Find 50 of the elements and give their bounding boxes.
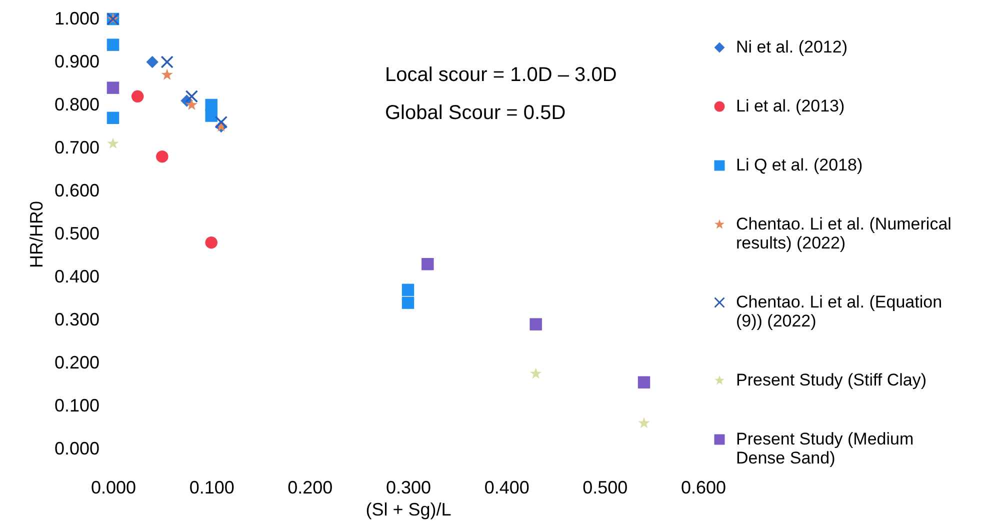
y-tick-label: 0.500 bbox=[54, 224, 100, 244]
point bbox=[530, 368, 542, 379]
y-tick-label: 0.400 bbox=[54, 266, 100, 286]
point bbox=[402, 284, 414, 296]
point bbox=[186, 90, 198, 103]
y-tick-label: 0.700 bbox=[54, 138, 100, 158]
point bbox=[530, 318, 542, 330]
point bbox=[215, 116, 228, 128]
legend-label: Ni et al. (2012) bbox=[736, 38, 848, 56]
point bbox=[638, 417, 650, 428]
point bbox=[205, 110, 218, 122]
point bbox=[205, 236, 218, 249]
x-tick-label: 0.300 bbox=[386, 478, 432, 498]
point bbox=[186, 98, 198, 110]
annotation: Local scour = 1.0D – 3.0D bbox=[385, 64, 617, 86]
x-tick-label: 0.100 bbox=[189, 478, 234, 498]
y-tick-label: 0.000 bbox=[54, 438, 100, 458]
y-tick-label: 0.200 bbox=[54, 352, 100, 372]
legend-label: Li Q et al. (2018) bbox=[736, 156, 863, 174]
x-tick-label: 0.200 bbox=[288, 478, 333, 498]
point bbox=[160, 56, 174, 68]
point bbox=[107, 138, 119, 149]
legend-label: Li et al. (2013) bbox=[736, 96, 845, 116]
point bbox=[156, 150, 168, 163]
y-tick-label: 0.100 bbox=[54, 396, 100, 416]
point bbox=[106, 112, 120, 124]
point bbox=[131, 90, 144, 103]
y-tick-label: 0.600 bbox=[54, 180, 100, 200]
x-tick-label: 0.000 bbox=[90, 478, 136, 498]
x-tick-label: 0.500 bbox=[582, 478, 628, 498]
y-tick-label: 0.900 bbox=[54, 52, 100, 72]
point bbox=[422, 258, 434, 270]
y-tick-label: 0.300 bbox=[54, 310, 100, 330]
point bbox=[146, 56, 158, 68]
point bbox=[161, 68, 173, 80]
y-tick-label: 0.800 bbox=[54, 94, 100, 114]
annotation: Global Scour = 0.5D bbox=[385, 102, 566, 124]
y-axis-title: HR/HR0 bbox=[26, 200, 46, 268]
legend-label: Chentao. Li et al. (Numerical results) (2022) bbox=[736, 214, 952, 252]
legend-label: Present Study (Medium Dense Sand) bbox=[736, 430, 914, 468]
x-axis-title: (Sl + Sg)/L bbox=[366, 500, 452, 520]
x-tick-label: 0.600 bbox=[680, 478, 726, 498]
point bbox=[638, 376, 650, 388]
point bbox=[106, 38, 120, 51]
legend-label: Present Study (Stiff Clay) bbox=[736, 370, 927, 390]
y-tick-label: 1.000 bbox=[54, 8, 100, 28]
point bbox=[402, 296, 414, 309]
legend-label: Chentao. Li et al. (Equation (9)) (2022) bbox=[736, 292, 942, 330]
x-tick-label: 0.400 bbox=[484, 478, 530, 498]
point bbox=[106, 82, 120, 94]
